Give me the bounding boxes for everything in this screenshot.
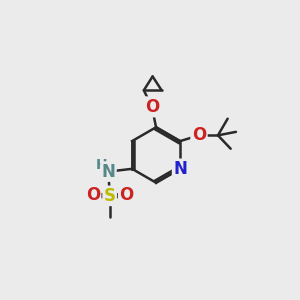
Text: N: N	[173, 160, 187, 178]
Text: H: H	[95, 158, 107, 172]
Text: O: O	[192, 126, 206, 144]
Text: O: O	[192, 126, 206, 144]
Text: O: O	[119, 186, 134, 204]
Text: O: O	[86, 186, 100, 204]
Text: O: O	[145, 98, 159, 116]
Text: N: N	[102, 163, 116, 181]
Text: S: S	[103, 187, 116, 205]
Text: O: O	[145, 98, 159, 116]
